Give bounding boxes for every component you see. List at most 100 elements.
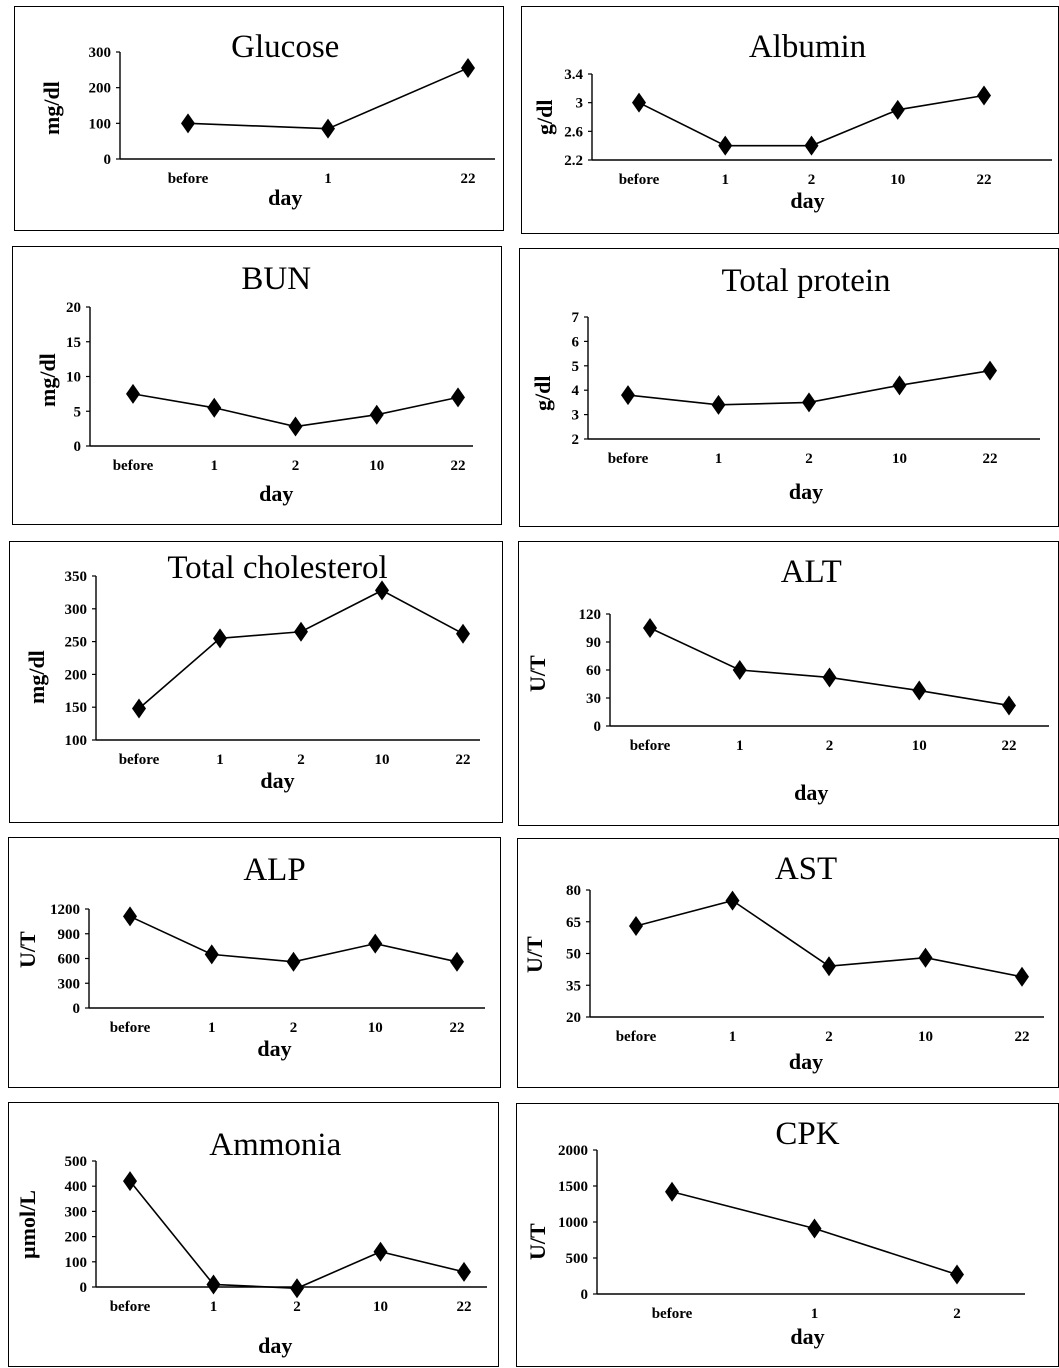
chart-title: ALT bbox=[780, 554, 842, 590]
y-tick-label: 500 bbox=[65, 1154, 88, 1170]
plot-area: 100 150 200 250 300 350 before 1 2 10 22 bbox=[65, 569, 480, 768]
x-tick-label: 1 bbox=[208, 1020, 216, 1036]
x-tick-label: 1 bbox=[729, 1029, 737, 1045]
data-point-marker bbox=[822, 956, 836, 977]
chart-title: ALP bbox=[243, 852, 306, 888]
x-tick-label: 1 bbox=[722, 172, 730, 188]
y-tick-label: 15 bbox=[66, 335, 81, 351]
x-tick-label: 22 bbox=[977, 172, 992, 188]
x-tick-label: 22 bbox=[451, 458, 466, 474]
y-tick-label: 3 bbox=[576, 96, 584, 112]
x-tick-label: before bbox=[119, 752, 160, 768]
data-point-marker bbox=[204, 944, 219, 965]
y-tick-label: 200 bbox=[65, 667, 88, 683]
chart-panel-1: Albumin day g/dl 2.2 2.6 3 3.4 before 1 2 10 22 bbox=[521, 6, 1059, 234]
data-point-marker bbox=[632, 92, 646, 113]
data-point-marker bbox=[286, 951, 301, 972]
y-tick-label: 7 bbox=[572, 310, 580, 326]
y-tick-label: 4 bbox=[572, 383, 580, 399]
x-tick-label: 1 bbox=[211, 458, 219, 474]
plot-area: 20 35 50 65 80 before 1 2 10 22 bbox=[566, 883, 1044, 1045]
chart-panel-0: Glucose day mg/dl 0 100 200 300 before 1 22 bbox=[14, 6, 504, 231]
x-axis-label: day bbox=[258, 1333, 293, 1358]
y-tick-label: 250 bbox=[65, 635, 88, 651]
data-point-marker bbox=[629, 915, 643, 936]
x-tick-label: 22 bbox=[1002, 738, 1017, 754]
data-point-marker bbox=[288, 416, 303, 437]
plot-area: 0 300 600 900 1200 before 1 2 10 22 bbox=[50, 902, 485, 1036]
y-tick-label: 400 bbox=[65, 1179, 88, 1195]
y-tick-label: 80 bbox=[566, 883, 581, 899]
data-point-marker bbox=[890, 99, 905, 120]
chart-panel-3: Total protein day g/dl 2 3 4 5 6 7 before 1 2 10 22 bbox=[519, 248, 1059, 527]
y-tick-label: 30 bbox=[586, 691, 601, 707]
plot-area: 2 3 4 5 6 7 before 1 2 10 22 bbox=[572, 310, 1040, 467]
x-tick-label: 2 bbox=[825, 1029, 833, 1045]
y-tick-label: 1200 bbox=[50, 902, 80, 918]
data-point-marker bbox=[804, 135, 819, 156]
plot-area: 0 5 10 15 20 before 1 2 10 22 bbox=[66, 300, 473, 474]
chart-title: AST bbox=[774, 851, 838, 887]
chart-panel-8: Ammonia day µmol/L 0 100 200 300 400 500 before 1 2… bbox=[8, 1102, 499, 1367]
y-tick-label: 300 bbox=[89, 45, 112, 61]
x-tick-label: before bbox=[630, 738, 671, 754]
x-tick-label: 10 bbox=[375, 752, 390, 768]
y-tick-label: 300 bbox=[65, 602, 88, 618]
data-point-marker bbox=[373, 1241, 388, 1262]
y-tick-label: 5 bbox=[74, 404, 82, 420]
x-tick-label: 22 bbox=[450, 1020, 465, 1036]
data-point-marker bbox=[1002, 695, 1016, 716]
x-tick-label: 2 bbox=[953, 1306, 961, 1322]
x-tick-label: before bbox=[619, 172, 660, 188]
x-tick-label: before bbox=[616, 1029, 657, 1045]
data-point-marker bbox=[621, 385, 635, 406]
data-point-marker bbox=[461, 58, 475, 79]
data-point-marker bbox=[213, 628, 227, 649]
chart-panel-4: Total cholesterol day mg/dl 100 150 200 250 300… bbox=[9, 541, 503, 823]
x-axis-label: day bbox=[257, 1036, 292, 1061]
y-tick-label: 3.4 bbox=[564, 67, 583, 83]
data-point-marker bbox=[181, 113, 195, 134]
x-tick-label: before bbox=[168, 171, 209, 187]
x-axis-label: day bbox=[790, 1324, 825, 1349]
y-tick-label: 6 bbox=[572, 334, 580, 350]
x-tick-label: 1 bbox=[210, 1299, 218, 1315]
y-tick-label: 20 bbox=[566, 1010, 581, 1026]
x-axis-label: day bbox=[788, 1049, 824, 1074]
data-point-marker bbox=[977, 85, 991, 106]
y-tick-label: 0 bbox=[104, 152, 112, 168]
y-tick-label: 350 bbox=[65, 569, 88, 585]
x-tick-label: 1 bbox=[811, 1306, 819, 1322]
x-tick-label: 2 bbox=[826, 738, 834, 754]
data-point-marker bbox=[123, 906, 137, 927]
x-tick-label: before bbox=[110, 1299, 151, 1315]
y-tick-label: 100 bbox=[65, 733, 88, 749]
x-tick-label: 2 bbox=[808, 172, 816, 188]
x-tick-label: 22 bbox=[461, 171, 476, 187]
data-point-marker bbox=[290, 1278, 304, 1299]
chart-title: Total protein bbox=[721, 263, 891, 299]
y-tick-label: 200 bbox=[65, 1230, 88, 1246]
x-tick-label: 1 bbox=[216, 752, 224, 768]
x-tick-label: 10 bbox=[912, 738, 927, 754]
data-point-marker bbox=[294, 621, 308, 642]
y-tick-label: 0 bbox=[74, 439, 82, 455]
data-point-marker bbox=[126, 383, 140, 404]
data-point-marker bbox=[807, 1218, 822, 1239]
y-tick-label: 100 bbox=[65, 1255, 88, 1271]
y-tick-label: 150 bbox=[65, 700, 88, 716]
x-tick-label: 10 bbox=[918, 1029, 933, 1045]
y-tick-label: 200 bbox=[89, 81, 112, 97]
data-point-marker bbox=[321, 118, 335, 139]
x-tick-label: 1 bbox=[736, 738, 744, 754]
x-tick-label: 2 bbox=[292, 458, 300, 474]
y-tick-label: 65 bbox=[566, 915, 581, 931]
x-tick-label: before bbox=[608, 451, 649, 467]
chart-title: Total cholesterol bbox=[167, 550, 388, 586]
series-line bbox=[129, 1180, 465, 1290]
data-point-marker bbox=[912, 680, 927, 701]
chart-title: Ammonia bbox=[209, 1127, 342, 1163]
y-tick-label: 900 bbox=[58, 927, 81, 943]
x-axis-label: day bbox=[788, 479, 824, 504]
data-point-marker bbox=[918, 947, 933, 968]
